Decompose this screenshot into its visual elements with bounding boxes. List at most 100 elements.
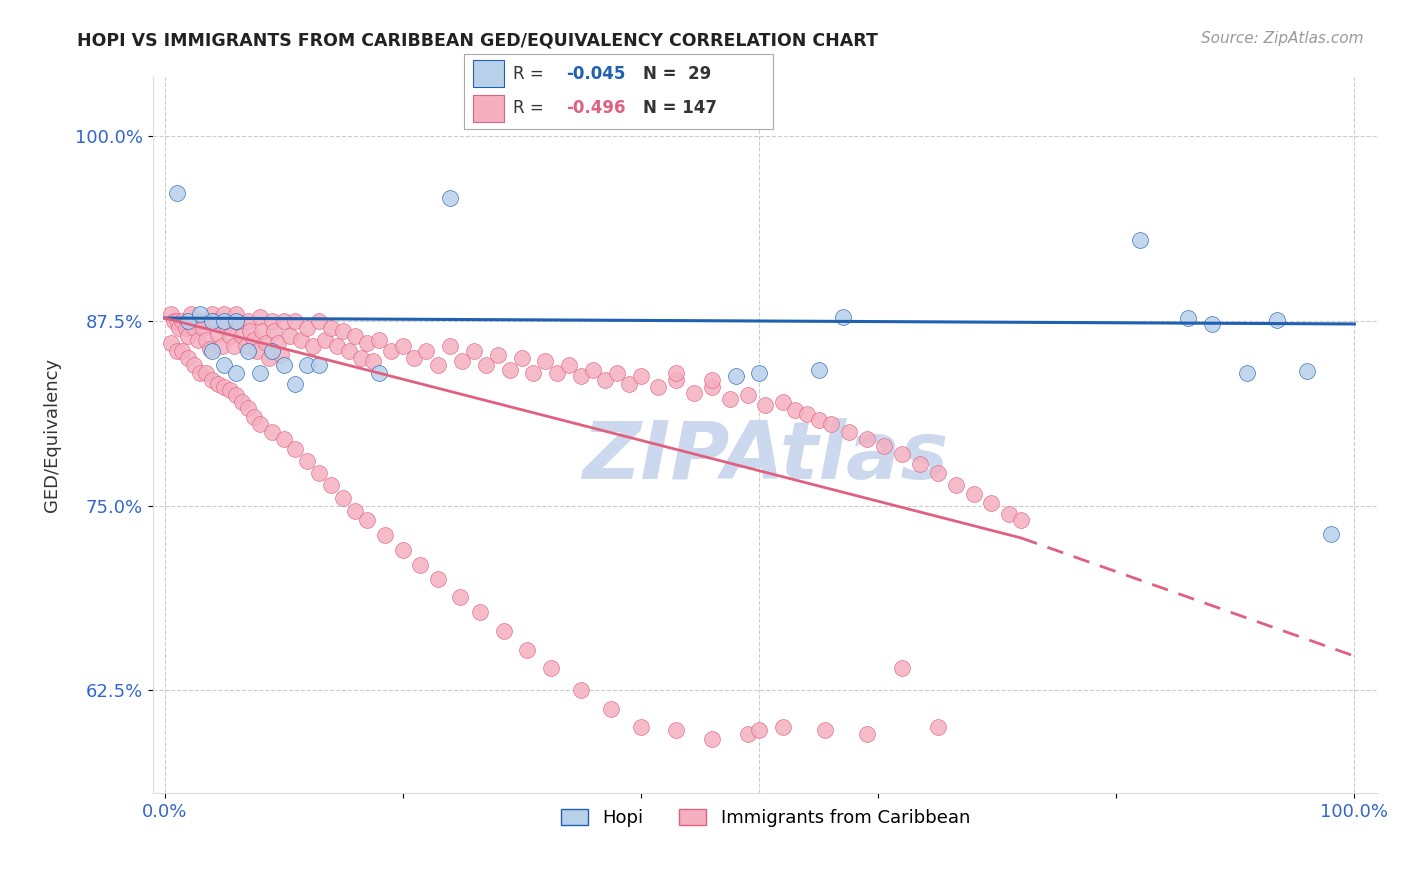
Point — [297, 454, 319, 468]
Point — [415, 343, 437, 358]
Point — [225, 388, 247, 402]
Point — [321, 321, 343, 335]
Point — [1265, 312, 1288, 326]
Point — [215, 318, 238, 333]
Point — [212, 314, 235, 328]
Point — [427, 359, 450, 373]
Point — [1010, 513, 1032, 527]
Point — [259, 351, 281, 365]
Point — [1295, 364, 1317, 378]
FancyBboxPatch shape — [474, 61, 505, 87]
Text: N =  29: N = 29 — [644, 64, 711, 83]
Point — [593, 373, 616, 387]
Point — [820, 417, 842, 432]
Text: -0.045: -0.045 — [567, 64, 626, 83]
Point — [228, 316, 250, 330]
Text: Source: ZipAtlas.com: Source: ZipAtlas.com — [1201, 31, 1364, 46]
Point — [814, 723, 837, 737]
Point — [246, 343, 269, 358]
Point — [167, 321, 190, 335]
Point — [297, 321, 319, 335]
Point — [1129, 233, 1152, 247]
Point — [838, 425, 860, 439]
Point — [891, 661, 914, 675]
Point — [166, 314, 188, 328]
Point — [212, 380, 235, 394]
Point — [380, 343, 402, 358]
Point — [665, 723, 688, 737]
Point — [361, 354, 384, 368]
Point — [225, 307, 247, 321]
Point — [308, 314, 330, 328]
Point — [665, 366, 688, 380]
Point — [225, 366, 247, 380]
Point — [785, 402, 807, 417]
Point — [159, 336, 181, 351]
Point — [1201, 317, 1223, 331]
Point — [927, 720, 949, 734]
Point — [222, 339, 245, 353]
Point — [243, 333, 266, 347]
Point — [700, 373, 723, 387]
Point — [278, 328, 301, 343]
Point — [166, 343, 188, 358]
Point — [284, 314, 307, 328]
Point — [308, 466, 330, 480]
Point — [314, 333, 336, 347]
Text: -0.496: -0.496 — [567, 100, 626, 118]
Point — [260, 314, 283, 328]
Point — [569, 368, 592, 383]
Point — [249, 310, 271, 324]
Point — [945, 478, 967, 492]
Point — [183, 321, 205, 335]
Point — [249, 366, 271, 380]
Point — [617, 377, 640, 392]
Point — [273, 359, 295, 373]
Point — [195, 333, 218, 347]
Point — [177, 328, 200, 343]
Point — [540, 661, 562, 675]
Point — [270, 348, 292, 362]
Point — [582, 362, 605, 376]
Point — [409, 558, 432, 572]
Point — [831, 310, 853, 324]
Point — [188, 314, 211, 328]
Point — [748, 723, 770, 737]
Point — [231, 395, 253, 409]
Point — [239, 324, 262, 338]
Point — [391, 542, 413, 557]
Point — [522, 366, 544, 380]
Point — [236, 343, 259, 358]
Point — [998, 508, 1021, 522]
Point — [486, 348, 509, 362]
Point — [343, 328, 366, 343]
Point — [737, 388, 759, 402]
Point — [647, 380, 669, 394]
Point — [172, 314, 194, 328]
Point — [404, 351, 426, 365]
Point — [498, 362, 520, 376]
Point — [207, 327, 229, 342]
Point — [188, 307, 211, 321]
Point — [558, 359, 581, 373]
Point — [1319, 526, 1341, 541]
Point — [191, 321, 214, 335]
Point — [439, 192, 461, 206]
Point — [225, 314, 247, 328]
Point — [163, 314, 186, 328]
Point — [187, 333, 209, 347]
Point — [439, 339, 461, 353]
Point — [166, 186, 188, 200]
Point — [546, 366, 568, 380]
Point — [927, 466, 949, 480]
Point — [427, 572, 450, 586]
Point — [321, 478, 343, 492]
Point — [891, 447, 914, 461]
Point — [772, 395, 794, 409]
Point — [201, 314, 224, 328]
Point — [980, 495, 1002, 509]
FancyBboxPatch shape — [474, 95, 505, 122]
Point — [326, 339, 349, 353]
Point — [201, 343, 224, 358]
Point — [683, 386, 706, 401]
